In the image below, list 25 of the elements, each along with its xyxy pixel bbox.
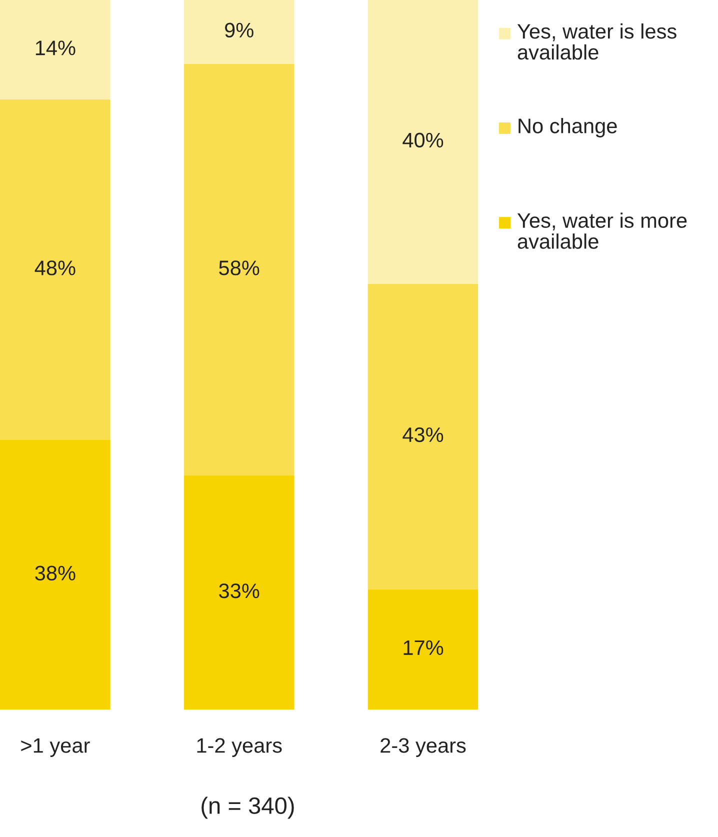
data-label: 38% <box>35 566 76 581</box>
bar <box>0 99 110 440</box>
bar <box>0 440 110 710</box>
data-label: 33% <box>219 584 260 598</box>
legend-label: Yes, water is more available <box>517 212 687 249</box>
bar <box>184 476 294 710</box>
x-tick-label: 2-3 years <box>380 738 466 757</box>
data-label: 9% <box>225 22 254 38</box>
data-label: 58% <box>219 260 260 276</box>
bar <box>184 64 294 476</box>
x-tick-label: 1-2 years <box>197 738 282 757</box>
bar <box>368 0 478 284</box>
legend-label: Yes, water is less available <box>517 23 676 60</box>
data-label: 40% <box>402 132 444 148</box>
bar <box>368 284 478 590</box>
text: (n = 340) <box>202 796 294 819</box>
data-label: 17% <box>404 640 444 655</box>
legend-label: No change <box>518 118 617 138</box>
data-label: 48% <box>34 260 76 276</box>
data-label: 43% <box>402 427 444 442</box>
data-label: 14% <box>36 40 76 56</box>
bar <box>368 589 478 710</box>
bar <box>184 0 294 64</box>
bar <box>0 0 110 100</box>
x-tick-label: >1 year <box>21 738 90 757</box>
